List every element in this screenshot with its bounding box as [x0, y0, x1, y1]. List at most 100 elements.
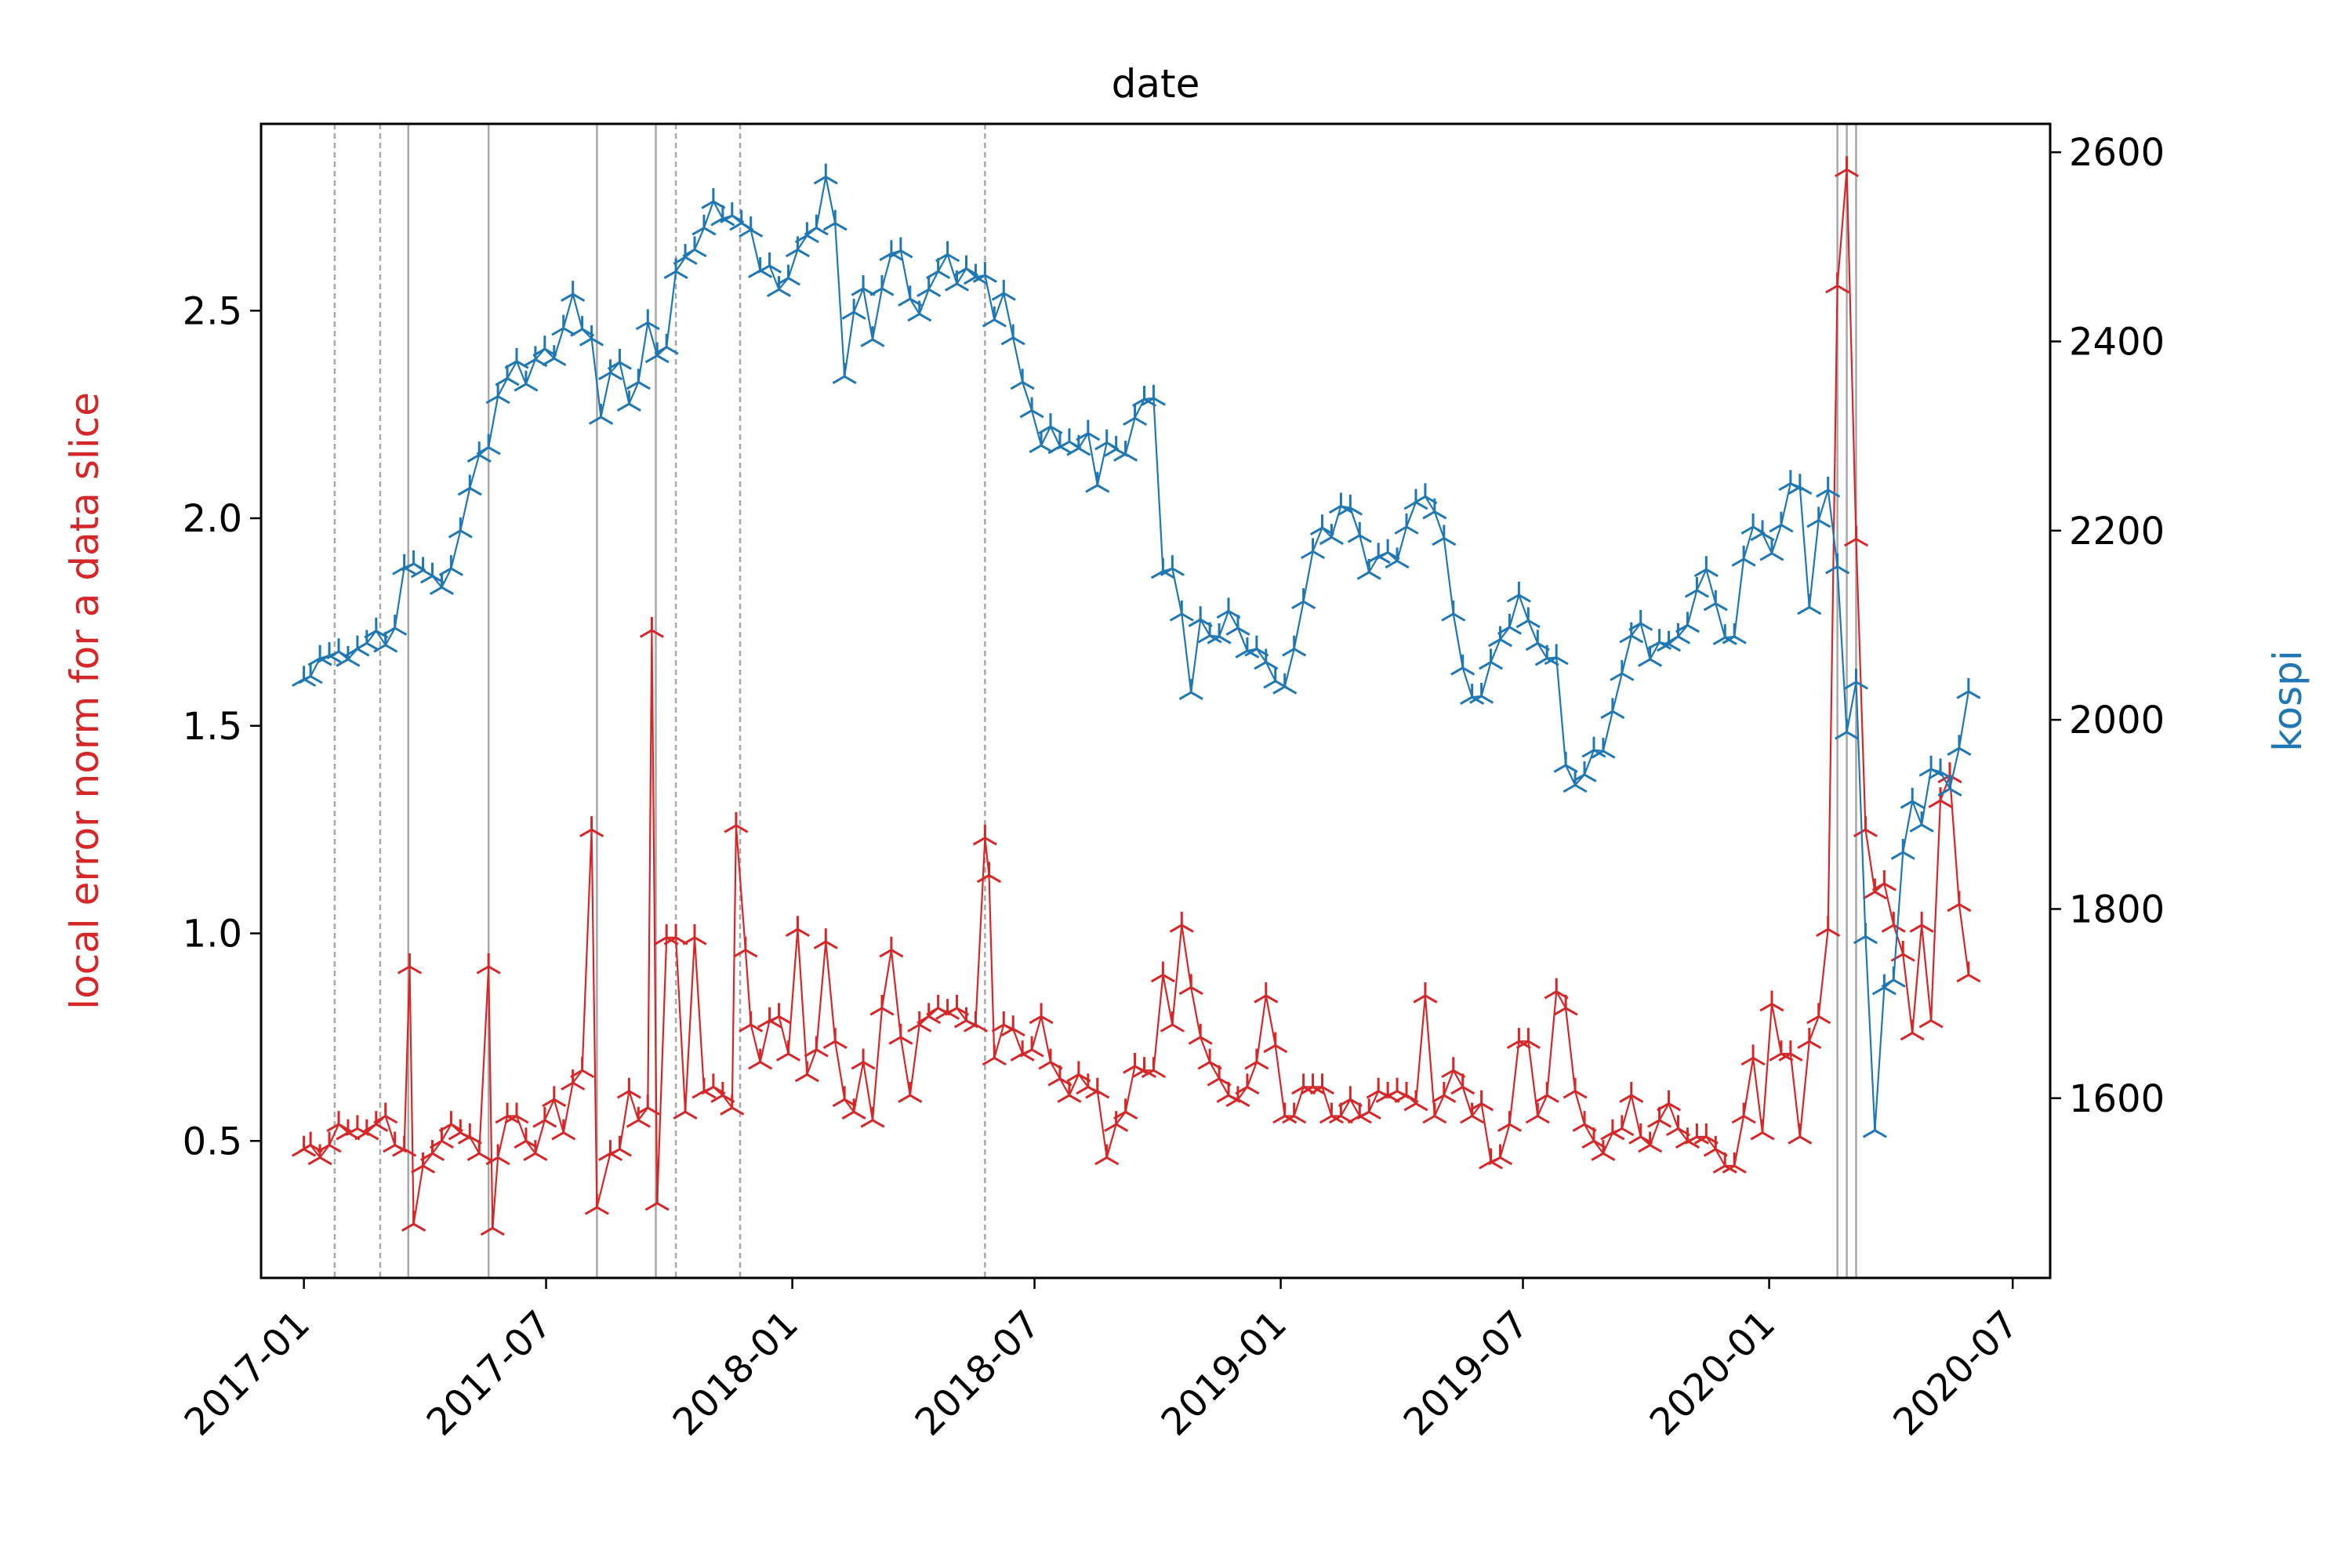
- left-data-point: [1835, 156, 1860, 178]
- right-data-point: [1918, 755, 1944, 777]
- left-data-point: [1450, 1073, 1475, 1095]
- right-data-point: [1076, 419, 1101, 441]
- y-right-tick-label: 2200: [2069, 510, 2165, 554]
- left-data-point: [860, 1106, 885, 1128]
- left-data-point: [1254, 982, 1279, 1004]
- left-data-point: [607, 1135, 632, 1157]
- left-data-point: [1235, 1073, 1260, 1095]
- right-data-point: [1207, 622, 1232, 644]
- right-data-point: [1497, 613, 1522, 635]
- right-data-point: [1141, 384, 1166, 406]
- event-vlines: [333, 124, 1857, 1278]
- left-data-point: [682, 924, 707, 946]
- right-data-point: [1254, 648, 1279, 670]
- left-data-point: [898, 1082, 923, 1103]
- right-data-point: [1291, 588, 1316, 610]
- left-data-point: [720, 1094, 745, 1116]
- right-data-point: [1947, 735, 1972, 757]
- left-data-point: [982, 1044, 1007, 1066]
- right-data-point: [1759, 539, 1784, 561]
- y-right-tick-label: 2600: [2069, 131, 2165, 175]
- y-right-axis: 1600 1800 2000 2200 2400 2600: [2050, 131, 2165, 1121]
- right-data-point: [1282, 635, 1307, 657]
- left-data-point: [1890, 940, 1915, 962]
- right-data-point: [1000, 324, 1025, 346]
- right-data-point: [1909, 811, 1934, 833]
- left-data-point: [1497, 1111, 1522, 1132]
- right-data-point: [1675, 612, 1700, 633]
- left-data-point: [851, 1048, 876, 1070]
- left-data-point: [1057, 1082, 1082, 1103]
- left-data-point: [1085, 1077, 1110, 1099]
- right-data-point: [457, 474, 482, 496]
- right-data-point: [1628, 610, 1653, 631]
- y-right-tick-label: 2000: [2069, 699, 2165, 742]
- right-data-point: [1956, 677, 1981, 699]
- left-data-point: [1881, 911, 1906, 933]
- right-data-point: [785, 236, 810, 258]
- plot-frame: [260, 122, 2052, 1279]
- left-data-point: [879, 936, 904, 958]
- right-data-point: [1460, 684, 1485, 705]
- left-data-point: [972, 824, 997, 846]
- right-data-point: [1703, 590, 1728, 612]
- right-data-point: [804, 214, 829, 236]
- left-data-point: [466, 1140, 492, 1161]
- left-data-point: [1413, 982, 1438, 1004]
- right-data-point: [888, 237, 913, 259]
- left-data-point: [570, 1057, 595, 1079]
- left-data-point: [976, 862, 1002, 884]
- left-data-point: [1422, 1102, 1447, 1124]
- left-data-point: [1487, 1144, 1513, 1166]
- left-data-point: [1029, 1003, 1054, 1025]
- right-data-point: [448, 517, 473, 539]
- right-data-point: [1019, 397, 1044, 419]
- right-data-point: [991, 279, 1016, 301]
- left-data-point: [476, 953, 501, 975]
- left-data-point: [1610, 1115, 1635, 1137]
- right-data-point: [1890, 839, 1915, 860]
- right-data-point: [1778, 470, 1803, 492]
- left-data-point: [1356, 1098, 1381, 1120]
- left-data-point: [1853, 816, 1878, 837]
- left-data-point: [1909, 911, 1934, 933]
- right-data-point: [1225, 615, 1250, 636]
- right-data-point: [1338, 494, 1363, 516]
- right-data-point: [1600, 698, 1625, 720]
- left-data-point: [1403, 1090, 1428, 1112]
- right-data-point: [438, 555, 463, 576]
- left-data-point: [1178, 974, 1203, 996]
- left-data-point: [373, 1102, 398, 1124]
- left-data-point: [1843, 525, 1869, 547]
- left-data-point: [1160, 1011, 1185, 1033]
- right-data-point: [1684, 576, 1709, 598]
- left-data-point: [1816, 916, 1841, 938]
- right-data-point: [1610, 660, 1635, 681]
- right-data-point: [1750, 520, 1775, 542]
- left-data-point: [733, 936, 758, 958]
- right-data-point: [1469, 682, 1494, 704]
- left-data-point: [317, 1131, 342, 1153]
- right-data-point: [1693, 556, 1719, 578]
- right-data-point: [429, 574, 454, 596]
- left-data-point: [1740, 1044, 1766, 1066]
- right-data-point: [1853, 923, 1878, 945]
- left-data-point: [841, 1098, 866, 1120]
- right-data-point: [739, 216, 764, 238]
- left-data-point: [1244, 1048, 1269, 1070]
- right-data-point: [336, 645, 361, 667]
- right-data-point: [1422, 498, 1447, 520]
- left-data-point: [1947, 891, 1972, 913]
- right-data-point: [383, 615, 408, 636]
- right-data-point: [476, 434, 501, 456]
- right-data-point: [616, 390, 641, 412]
- right-data-point: [691, 214, 717, 236]
- left-data-point: [1094, 1144, 1120, 1166]
- left-data-point: [1525, 1102, 1550, 1124]
- right-data-point: [813, 163, 838, 185]
- left-data-point: [724, 811, 749, 833]
- series-layer: [292, 156, 1981, 1236]
- right-data-point: [1160, 555, 1185, 576]
- left-data-point: [1788, 1123, 1813, 1145]
